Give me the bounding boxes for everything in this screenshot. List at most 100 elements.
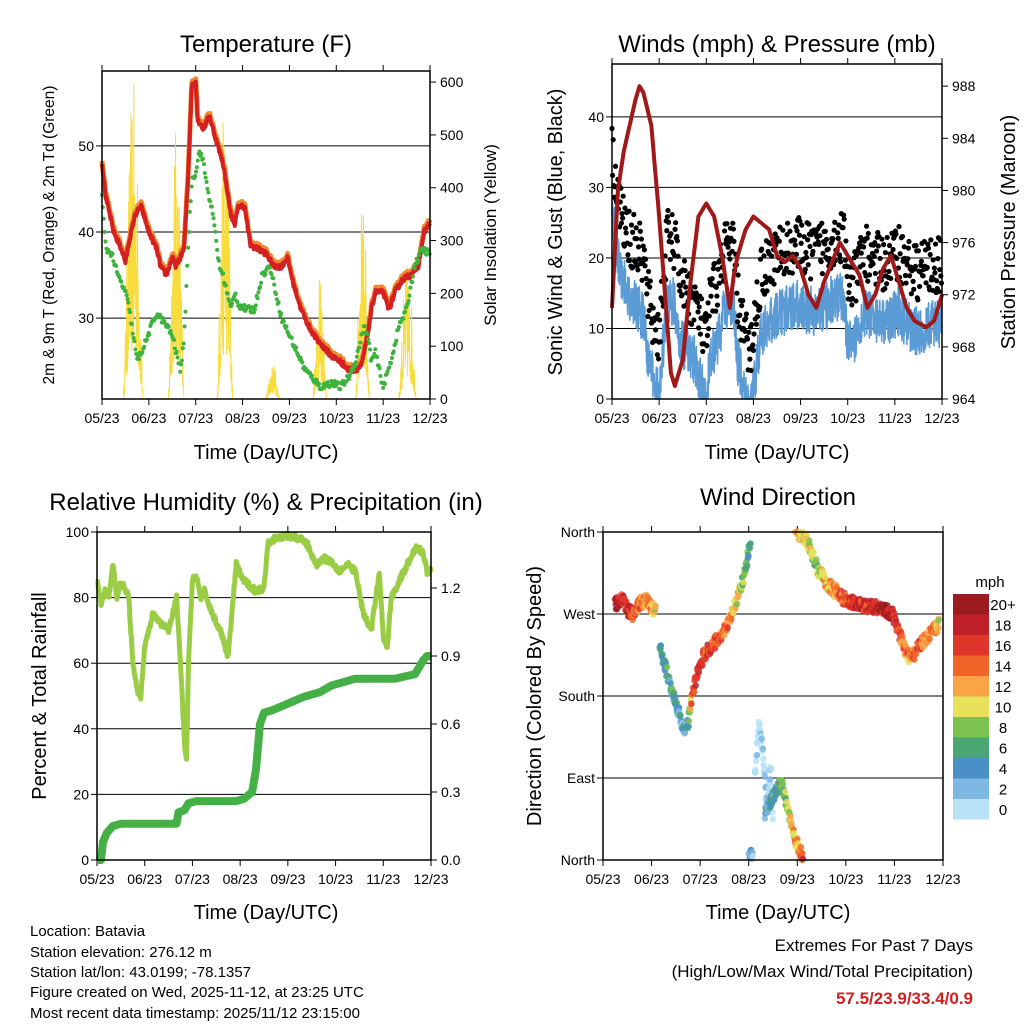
wind-gust-point xyxy=(697,331,703,337)
wind-gust-point xyxy=(925,245,932,251)
wind-gust-point xyxy=(846,282,853,288)
legend-label: 2 xyxy=(999,782,1007,799)
wind-gust-point xyxy=(693,290,699,296)
humidity-ylabel: Percent & Total Rainfall xyxy=(29,592,51,800)
wind-gust-point xyxy=(784,231,790,238)
dewpoint-point xyxy=(394,338,399,343)
wind-gust-point xyxy=(668,231,674,237)
wind-gust-point xyxy=(682,267,688,274)
x-tick-label: 11/23 xyxy=(366,871,400,887)
solar-insolation-line xyxy=(216,122,234,400)
dewpoint-point xyxy=(186,245,191,250)
wind-direction-point xyxy=(799,855,807,863)
dewpoint-point xyxy=(187,209,192,214)
x-tick-label: 07/23 xyxy=(178,410,213,426)
wind-gust-point xyxy=(925,241,931,247)
wind-direction-point xyxy=(720,632,728,639)
dewpoint-point xyxy=(417,253,422,258)
wind-direction-point xyxy=(761,815,769,822)
solar-ylabel: Solar Insolation (Yellow) xyxy=(481,144,500,326)
dewpoint-point xyxy=(279,311,284,316)
wind-gust-point xyxy=(639,277,645,283)
wind-gust-point xyxy=(897,251,903,257)
wind-gust-point xyxy=(930,257,936,263)
wind-gust-point xyxy=(637,220,643,226)
dewpoint-point xyxy=(381,385,386,390)
wind-gust-point xyxy=(675,253,681,259)
wind-direction-point xyxy=(752,769,759,777)
wind-gust-point xyxy=(825,246,831,252)
wind-gust-point xyxy=(674,233,680,240)
wind-gust-point xyxy=(757,256,764,262)
wind-direction-point xyxy=(758,735,766,743)
wind-gust-point xyxy=(881,242,887,248)
dewpoint-point xyxy=(209,204,214,209)
wind-gust-point xyxy=(749,321,755,328)
legend-swatch xyxy=(953,799,989,820)
y-tick-label: 80 xyxy=(73,590,89,606)
dewpoint-point xyxy=(407,293,412,298)
wind-gust-point xyxy=(856,240,863,246)
x-tick-label: 10/23 xyxy=(319,410,354,426)
wind-gust-point xyxy=(797,218,803,224)
x-tick-label: 07/23 xyxy=(683,871,718,887)
dewpoint-point xyxy=(110,251,115,256)
wind-gust-point xyxy=(700,348,706,355)
wind-gust-point xyxy=(844,273,850,280)
wind-direction-point xyxy=(673,699,680,706)
wind-gust-point xyxy=(863,223,870,229)
x-tick-label: 06/23 xyxy=(642,410,677,426)
dewpoint-point xyxy=(389,356,394,361)
x-tick-label: 08/23 xyxy=(225,410,260,426)
wind-gust-point xyxy=(647,278,653,284)
wind-direction-point xyxy=(760,755,767,762)
dewpoint-point xyxy=(358,340,363,345)
wind-direction-point xyxy=(686,705,694,713)
wind-direction-point xyxy=(759,745,767,753)
wind-direction-point xyxy=(677,711,684,719)
wind-direction-point xyxy=(667,680,674,687)
wind-gust-point xyxy=(849,302,855,308)
wind-gust-point xyxy=(653,327,659,333)
wind-gust-point xyxy=(935,256,941,262)
dewpoint-point xyxy=(183,309,188,314)
wind-gust-point xyxy=(886,242,893,249)
dewpoint-point xyxy=(416,258,421,263)
wind-gust-point xyxy=(832,219,838,225)
pressure-ylabel: Station Pressure (Maroon) xyxy=(998,115,1020,350)
wind-gust-point xyxy=(838,259,844,265)
speed-legend: 20+ 18 16 14 12 10 8 6 4 2 0 xyxy=(953,594,1016,820)
wind-gust-point xyxy=(843,238,849,244)
wind-gust-point xyxy=(785,220,791,226)
wind-gust-point xyxy=(872,270,879,277)
dewpoint-point xyxy=(378,374,383,379)
x-tick-label: 11/23 xyxy=(878,410,912,426)
wind-gust-point xyxy=(619,211,625,217)
dewpoint-point xyxy=(367,347,372,352)
wind-gust-point xyxy=(817,233,823,239)
wind-gust-point xyxy=(858,250,864,256)
wind-gust-point xyxy=(671,265,677,272)
wind-gust-point xyxy=(826,255,833,262)
dewpoint-point xyxy=(348,370,353,375)
y-right-tick-label: 0.3 xyxy=(441,784,461,800)
wind-gust-point xyxy=(823,236,830,242)
wind-gust-point xyxy=(677,283,683,289)
wind-gust-point xyxy=(783,265,790,271)
dewpoint-point xyxy=(129,321,134,326)
wind-direction-point xyxy=(733,600,741,608)
wind-gust-point xyxy=(739,302,745,309)
x-tick-label: 05/23 xyxy=(79,871,114,887)
wind-gust-point xyxy=(906,238,912,245)
dewpoint-point xyxy=(181,341,186,346)
wind-gust-point xyxy=(910,278,916,284)
dewpoint-point xyxy=(208,199,213,204)
wind-gust-point xyxy=(915,248,922,254)
dewpoint-point xyxy=(172,337,177,342)
dewpoint-point xyxy=(267,265,272,270)
wind-gust-point xyxy=(757,304,763,310)
dewpoint-point xyxy=(211,216,216,221)
dewpoint-point xyxy=(353,360,358,365)
legend-label: 10 xyxy=(995,700,1012,717)
wind-gust-point xyxy=(721,228,728,234)
